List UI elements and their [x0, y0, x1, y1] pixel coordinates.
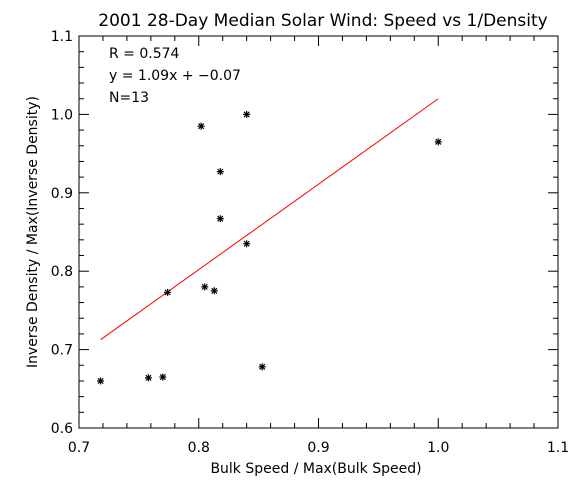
- plot-frame: [78, 35, 559, 429]
- correlation-annotation: R = 0.574: [109, 46, 180, 62]
- data-points: [97, 110, 442, 385]
- data-point: [201, 283, 209, 291]
- data-point: [97, 377, 105, 385]
- x-axis-label: Bulk Speed / Max(Bulk Speed): [210, 461, 421, 477]
- data-point: [144, 374, 152, 382]
- data-point: [243, 110, 251, 118]
- y-tick-label: 0.6: [51, 421, 73, 437]
- y-axis-label: Inverse Density / Max(Inverse Density): [25, 96, 41, 368]
- data-point: [434, 138, 442, 146]
- x-tick-label: 0.7: [68, 440, 90, 456]
- y-tick-label: 1.1: [51, 29, 73, 45]
- data-point: [164, 288, 172, 296]
- data-point: [210, 287, 218, 295]
- y-tick-label: 0.8: [51, 264, 73, 280]
- y-tick-label: 0.7: [51, 343, 73, 359]
- data-point: [159, 373, 167, 381]
- axis-ticks: [78, 35, 559, 429]
- count-annotation: N=13: [109, 90, 149, 106]
- data-point: [197, 122, 205, 130]
- y-tick-label: 1.0: [51, 107, 73, 123]
- data-point: [258, 363, 266, 371]
- x-tick-label: 1.1: [547, 440, 569, 456]
- data-point: [216, 215, 224, 223]
- y-tick-label: 0.9: [51, 186, 73, 202]
- x-tick-label: 1.0: [427, 440, 449, 456]
- tick-labels: 0.7 0.8 0.9 1.0 1.1 0.6 0.7 0.8 0.9 1.0 1.1: [51, 29, 569, 456]
- x-tick-label: 0.9: [307, 440, 329, 456]
- x-tick-label: 0.8: [188, 440, 210, 456]
- equation-annotation: y = 1.09x + −0.07: [109, 68, 241, 84]
- fit-line: [100, 98, 439, 341]
- data-point: [243, 240, 251, 248]
- data-point: [216, 168, 224, 176]
- chart-title: 2001 28-Day Median Solar Wind: Speed vs …: [98, 11, 547, 31]
